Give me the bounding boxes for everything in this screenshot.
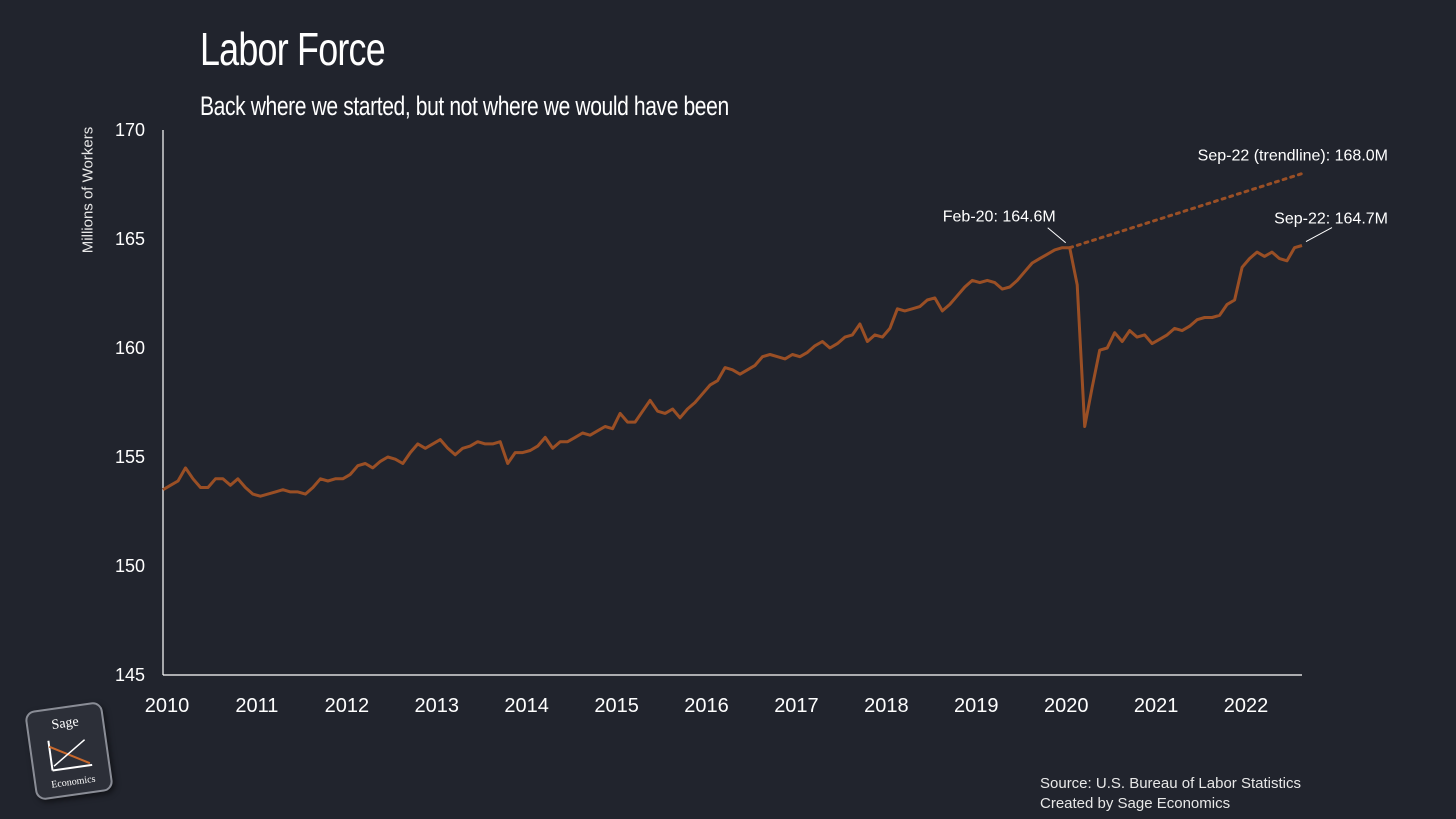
x-tick-labels: 2010 2011 2012 2013 2014 2015 2016 2017 2018 2019… bbox=[145, 695, 1269, 717]
annotation-leader bbox=[1305, 227, 1333, 242]
sage-economics-logo: Sage Economics bbox=[24, 701, 114, 801]
annotations: Feb-20: 164.6M Sep-22: 164.7M Sep-22 (tren… bbox=[943, 148, 1388, 244]
y-tick-label: 170 bbox=[115, 120, 145, 140]
x-tick-label: 2022 bbox=[1224, 695, 1269, 717]
x-tick-label: 2010 bbox=[145, 695, 190, 717]
x-tick-label: 2018 bbox=[864, 695, 909, 717]
x-tick-label: 2014 bbox=[504, 695, 549, 717]
labor-force-line bbox=[162, 244, 1303, 498]
y-tick-label: 145 bbox=[115, 665, 145, 685]
credit-note: Created by Sage Economics bbox=[1040, 795, 1231, 812]
source-note: Source: U.S. Bureau of Labor Statistics bbox=[1040, 775, 1301, 792]
annotation-label: Feb-20: 164.6M bbox=[943, 209, 1056, 226]
annotation-leader bbox=[1047, 227, 1067, 244]
logo-text-bottom: Economics bbox=[50, 773, 97, 791]
annotation-label: Sep-22 (trendline): 168.0M bbox=[1198, 148, 1388, 165]
y-tick-labels: 170 165 160 155 150 145 bbox=[115, 120, 145, 685]
chart-footer: Source: U.S. Bureau of Labor Statistics … bbox=[1040, 774, 1301, 814]
logo-mark-icon bbox=[47, 739, 93, 772]
y-tick-label: 160 bbox=[115, 338, 145, 358]
y-tick-label: 155 bbox=[115, 447, 145, 467]
x-tick-label: 2015 bbox=[594, 695, 639, 717]
y-tick-label: 150 bbox=[115, 556, 145, 576]
x-tick-label: 2016 bbox=[684, 695, 729, 717]
axes bbox=[162, 130, 1302, 676]
x-tick-label: 2011 bbox=[235, 695, 278, 717]
x-tick-label: 2020 bbox=[1044, 695, 1089, 717]
trendline-dotted bbox=[1068, 172, 1304, 250]
x-tick-label: 2021 bbox=[1134, 695, 1179, 717]
x-tick-label: 2017 bbox=[774, 695, 819, 717]
x-tick-label: 2019 bbox=[954, 695, 999, 717]
y-tick-label: 165 bbox=[115, 229, 145, 249]
chart-title: Labor Force bbox=[200, 23, 386, 75]
chart-subtitle: Back where we started, but not where we … bbox=[200, 91, 729, 121]
annotation-label: Sep-22: 164.7M bbox=[1274, 211, 1388, 228]
series-lines bbox=[162, 172, 1304, 498]
x-tick-label: 2013 bbox=[415, 695, 460, 717]
x-tick-label: 2012 bbox=[325, 695, 370, 717]
